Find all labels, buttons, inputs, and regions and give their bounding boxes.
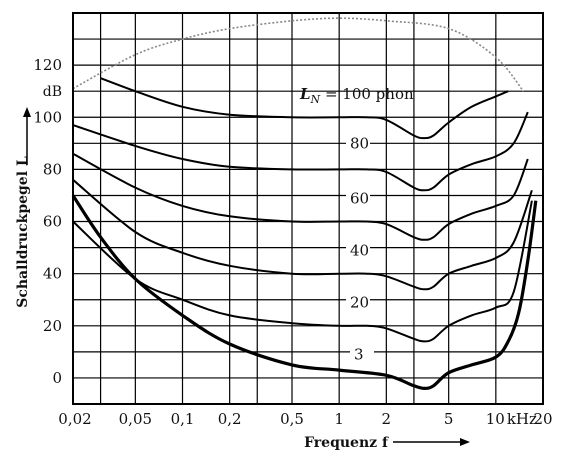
y-tick-label: 80 (43, 160, 62, 178)
curve-label-bg (346, 293, 370, 312)
y-tick-label: 100 (33, 108, 62, 126)
y-tick-label: 0 (52, 369, 62, 387)
x-unit-label: kHz (507, 410, 537, 428)
y-unit-label: dB (43, 84, 62, 100)
curve-label-bg (350, 345, 374, 364)
y-tick-label: 20 (43, 317, 62, 335)
x-tick-label: 0,2 (218, 410, 242, 428)
x-axis-title: Frequenz f (304, 435, 389, 451)
x-tick-label: 0,05 (119, 410, 152, 428)
curve-label-80: 80 (350, 135, 369, 153)
threshold-of-pain-curve (72, 17, 525, 92)
x-tick-label: 2 (382, 410, 392, 428)
x-tick-label: 0,02 (58, 410, 91, 428)
y-tick-label: 40 (43, 265, 62, 283)
curve-label-40: 40 (350, 241, 369, 259)
x-tick-label: 0,1 (171, 410, 195, 428)
curve-80-phon (72, 111, 529, 192)
y-axis-arrowhead (23, 107, 31, 117)
curve-label-20: 20 (350, 294, 369, 312)
x-tick-label: 20 (533, 410, 552, 428)
curve-100-phon (100, 77, 509, 140)
y-tick-label: 120 (33, 56, 62, 74)
curve-3-phon (71, 194, 538, 390)
curve-40-phon (72, 179, 533, 291)
curve-label-bg (346, 134, 370, 153)
y-tick-label: 60 (43, 213, 62, 231)
x-tick-label: 1 (334, 410, 344, 428)
curve-60-phon (72, 152, 529, 241)
curve-label-100: LN = 100 phon (299, 85, 414, 106)
curve-label-bg (346, 189, 370, 208)
y-axis-title: Schalldruckpegel L (15, 156, 31, 308)
curve-20-phon (72, 200, 533, 343)
x-tick-label: 10 (486, 410, 505, 428)
curve-label-60: 60 (350, 189, 369, 207)
labels: 0,02 0,05 0,1 0,2 0,5 1 2 5 10 20kHz0204060801001… (15, 56, 553, 451)
grid (72, 13, 543, 404)
x-tick-label: 5 (444, 410, 454, 428)
plot-frame (72, 12, 544, 405)
curve-label-bg (346, 241, 370, 260)
x-tick-label: 0,5 (280, 410, 304, 428)
x-axis-arrowhead (460, 438, 470, 446)
curve-label-3: 3 (354, 346, 364, 364)
curves (71, 17, 538, 390)
